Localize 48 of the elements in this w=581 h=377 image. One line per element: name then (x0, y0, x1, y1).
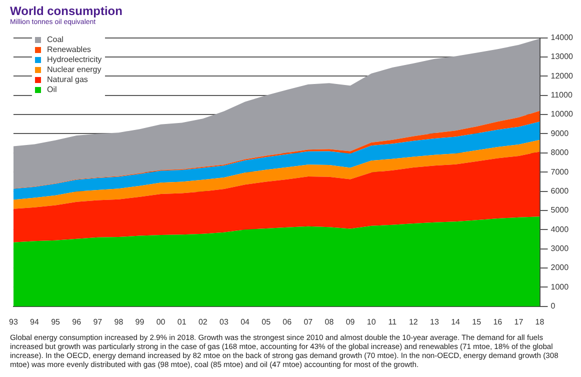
y-tick-label: 2000 (550, 263, 570, 272)
x-tick-label: 12 (408, 317, 418, 326)
y-tick-label: 9000 (550, 128, 570, 138)
x-tick-label: 94 (30, 317, 40, 326)
x-tick-label: 99 (135, 317, 145, 326)
x-tick-label: 16 (493, 317, 503, 326)
y-tick-label: 6000 (550, 186, 570, 196)
x-tick-label: 15 (472, 317, 482, 326)
x-tick-label: 98 (114, 317, 124, 326)
y-tick-label: 11000 (550, 90, 573, 100)
y-tick-label: 8000 (550, 148, 570, 158)
x-tick-label: 18 (535, 317, 545, 326)
y-tick-label: 5000 (550, 206, 570, 215)
x-tick-label: 10 (366, 317, 376, 326)
x-tick-label: 04 (240, 317, 250, 326)
x-tick-label: 01 (177, 317, 187, 326)
x-tick-label: 13 (430, 317, 440, 326)
x-tick-label: 06 (282, 317, 292, 326)
y-tick-label: 13000 (550, 52, 574, 62)
y-tick-label: 12000 (550, 71, 574, 80)
x-tick-label: 14 (451, 317, 461, 326)
y-tick-label: 7000 (550, 167, 570, 176)
y-tick-label: 3000 (550, 244, 570, 254)
x-tick-label: 02 (198, 317, 208, 326)
x-tick-label: 09 (346, 317, 356, 326)
x-tick-label: 11 (388, 317, 398, 326)
y-tick-label: 1000 (550, 282, 570, 292)
x-tick-label: 00 (156, 317, 166, 326)
y-tick-label: 0 (550, 302, 556, 311)
x-tick-label: 07 (304, 317, 314, 326)
legend-label: Renewables (47, 45, 92, 55)
x-tick-label: 95 (51, 317, 61, 326)
legend-label: Hydroelectricity (47, 55, 102, 65)
legend-label: Coal (47, 35, 64, 45)
y-tick-label: 4000 (550, 224, 570, 234)
legend-label: Oil (47, 85, 57, 95)
x-tick-label: 08 (324, 317, 334, 326)
y-tick-label: 14000 (550, 33, 574, 42)
x-tick-label: 17 (514, 317, 524, 326)
x-tick-label: 03 (220, 317, 229, 326)
legend-label: Nuclear energy (47, 65, 102, 75)
y-tick-label: 10000 (550, 110, 574, 119)
legend-label: Natural gas (47, 75, 88, 85)
chart-title: World consumption (10, 4, 122, 18)
x-tick-label: 96 (72, 317, 82, 326)
x-tick-label: 93 (8, 317, 18, 326)
x-tick-label: 05 (262, 317, 272, 326)
x-tick-label: 97 (93, 317, 103, 326)
